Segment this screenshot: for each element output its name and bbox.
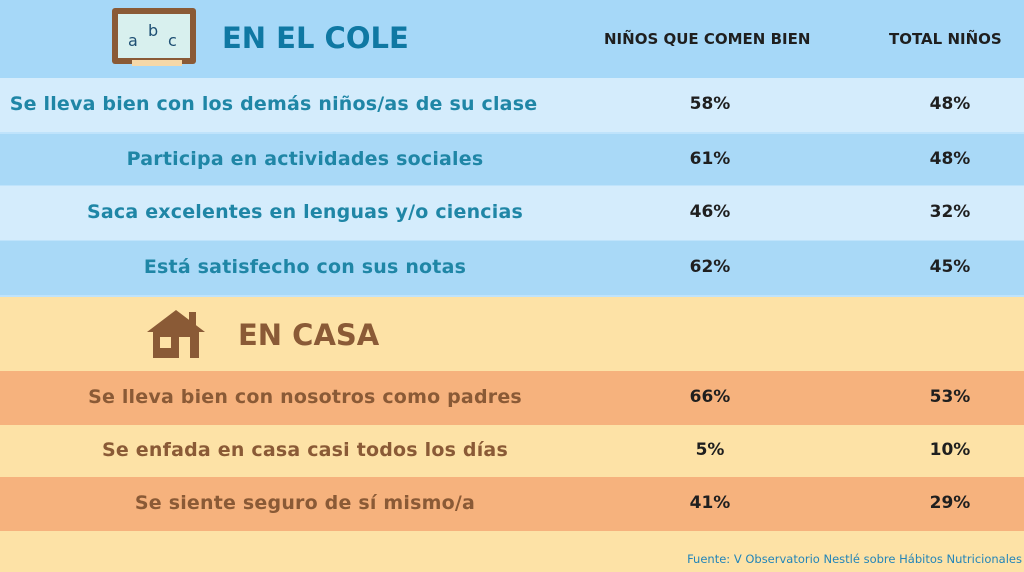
chalkboard-abc-icon: a b c <box>112 8 196 66</box>
value-total: 32% <box>929 202 971 222</box>
value-total: 29% <box>929 493 971 513</box>
table-row <box>0 477 1024 531</box>
value-healthy-eaters: 61% <box>689 148 731 169</box>
table-row <box>0 134 1024 185</box>
row-label: Participa en actividades sociales <box>126 147 484 170</box>
table-row <box>0 371 1024 425</box>
row-label: Se lleva bien con los demás niños/as de … <box>9 93 538 115</box>
row-label: Se lleva bien con nosotros como padres <box>88 386 522 408</box>
column-header-healthy-eaters: NIÑOS QUE COMEN BIEN <box>604 30 811 48</box>
value-total: 45% <box>929 257 971 277</box>
value-healthy-eaters: 66% <box>689 387 731 407</box>
table-row <box>0 241 1024 295</box>
value-healthy-eaters: 58% <box>689 94 731 114</box>
row-label: Se enfada en casa casi todos los días <box>102 439 508 461</box>
home-section-title: EN CASA <box>238 318 380 352</box>
value-total: 10% <box>929 440 971 460</box>
house-icon <box>147 310 205 358</box>
value-healthy-eaters: 5% <box>695 440 725 460</box>
source-note: Fuente: V Observatorio Nestlé sobre Hábi… <box>687 552 1022 566</box>
row-label: Saca excelentes en lenguas y/o ciencias <box>86 201 524 223</box>
school-section-title: EN EL COLE <box>222 21 409 55</box>
value-healthy-eaters: 62% <box>689 257 731 277</box>
row-label: Se siente seguro de sí mismo/a <box>134 492 476 514</box>
value-total: 48% <box>929 148 971 169</box>
table-row <box>0 186 1024 240</box>
svg-text:b: b <box>148 21 158 40</box>
svg-text:a: a <box>128 31 138 50</box>
table-row <box>0 78 1024 132</box>
value-total: 48% <box>929 94 971 114</box>
row-label: Está satisfecho con sus notas <box>143 256 467 278</box>
value-total: 53% <box>929 387 971 407</box>
value-healthy-eaters: 46% <box>689 202 731 222</box>
svg-text:c: c <box>168 31 177 50</box>
table-row <box>0 426 1024 476</box>
value-healthy-eaters: 41% <box>689 493 731 513</box>
column-header-total: TOTAL NIÑOS <box>889 30 1002 48</box>
